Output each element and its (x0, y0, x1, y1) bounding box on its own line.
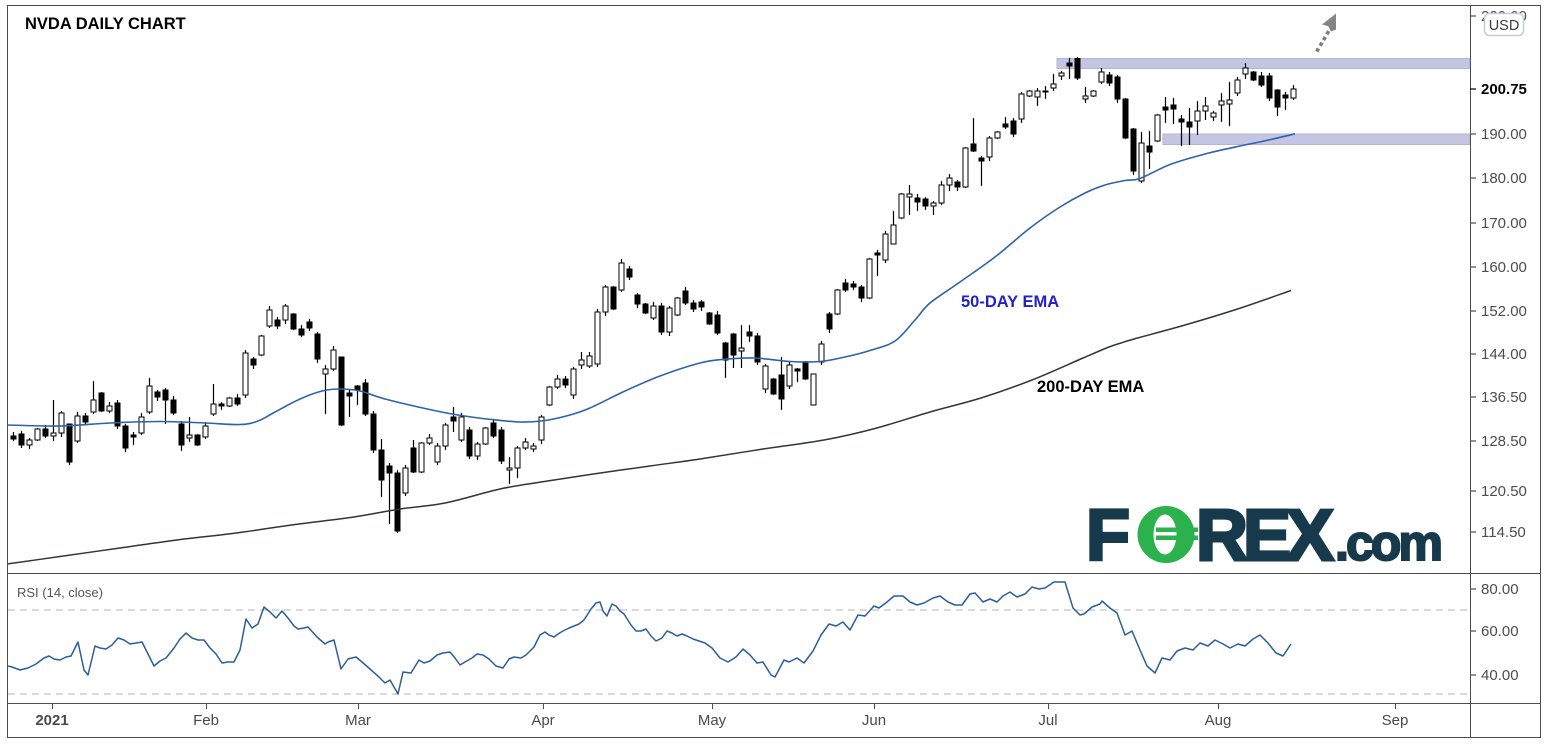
svg-text:Feb: Feb (193, 712, 219, 729)
svg-text:60.00: 60.00 (1481, 623, 1519, 640)
svg-text:114.50: 114.50 (1481, 524, 1526, 541)
svg-text:May: May (698, 712, 727, 729)
svg-text:200.75: 200.75 (1481, 81, 1527, 98)
svg-text:80.00: 80.00 (1481, 581, 1519, 598)
svg-text:50-DAY EMA: 50-DAY EMA (961, 293, 1059, 311)
svg-text:40.00: 40.00 (1481, 667, 1519, 684)
svg-text:Jul: Jul (1038, 712, 1057, 729)
svg-text:RSI (14, close): RSI (14, close) (17, 585, 103, 600)
svg-text:Mar: Mar (345, 712, 371, 729)
svg-text:160.00: 160.00 (1481, 259, 1527, 276)
svg-text:F: F (1086, 496, 1130, 576)
svg-text:.com: .com (1335, 515, 1443, 571)
svg-text:190.00: 190.00 (1481, 126, 1527, 143)
svg-text:Apr: Apr (531, 712, 554, 729)
svg-text:2021: 2021 (35, 712, 68, 729)
svg-text:144.00: 144.00 (1481, 346, 1527, 363)
svg-text:170.00: 170.00 (1481, 215, 1527, 232)
svg-text:152.00: 152.00 (1481, 303, 1527, 320)
svg-text:REX: REX (1196, 496, 1334, 576)
svg-text:120.50: 120.50 (1481, 483, 1527, 500)
svg-text:Aug: Aug (1205, 712, 1232, 729)
svg-text:136.50: 136.50 (1481, 389, 1527, 406)
svg-text:180.00: 180.00 (1481, 170, 1527, 187)
svg-text:NVDA DAILY CHART: NVDA DAILY CHART (25, 15, 186, 33)
svg-text:Jun: Jun (862, 712, 886, 729)
svg-text:Sep: Sep (1382, 712, 1409, 729)
svg-text:128.50: 128.50 (1481, 433, 1527, 450)
svg-text:200-DAY EMA: 200-DAY EMA (1037, 378, 1144, 396)
svg-text:USD: USD (1489, 18, 1520, 34)
